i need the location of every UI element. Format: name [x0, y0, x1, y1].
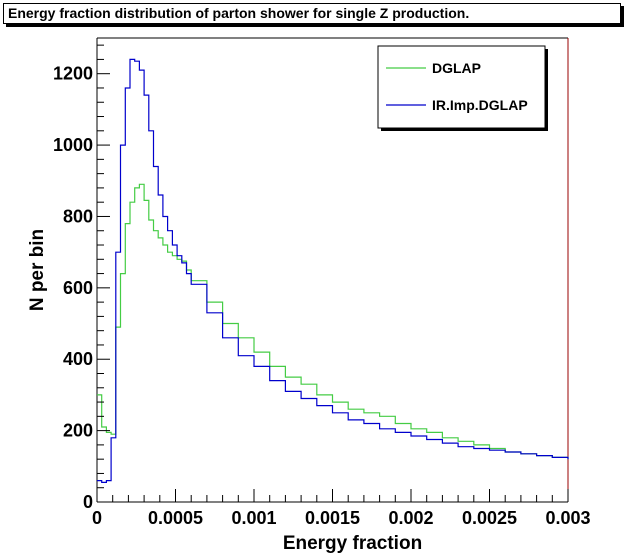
legend-label: IR.Imp.DGLAP — [432, 97, 528, 113]
x-tick-label: 0.0015 — [305, 508, 360, 528]
y-tick-label: 800 — [63, 206, 93, 226]
series-ir-imp-dglap-line — [97, 58, 569, 483]
x-tick-label: 0.002 — [388, 508, 433, 528]
y-tick-label: 200 — [63, 421, 93, 441]
y-tick-label: 600 — [63, 278, 93, 298]
y-axis-title: N per bin — [27, 229, 48, 311]
chart-title: Energy fraction distribution of parton s… — [8, 5, 470, 21]
y-tick-label: 0 — [83, 492, 93, 512]
y-tick-label: 1000 — [53, 135, 93, 155]
chart-title-box: Energy fraction distribution of parton s… — [3, 3, 621, 24]
x-tick-label: 0 — [92, 508, 102, 528]
x-axis-title: Energy fraction — [283, 533, 422, 553]
x-tick-label: 0.0005 — [148, 508, 203, 528]
x-tick-label: 0.003 — [545, 508, 590, 528]
x-tick-label: 0.001 — [231, 508, 276, 528]
y-tick-label: 400 — [63, 349, 93, 369]
y-tick-label: 1200 — [53, 64, 93, 84]
legend-label: DGLAP — [432, 60, 481, 76]
x-tick-label: 0.0025 — [462, 508, 517, 528]
legend-box — [377, 45, 546, 129]
